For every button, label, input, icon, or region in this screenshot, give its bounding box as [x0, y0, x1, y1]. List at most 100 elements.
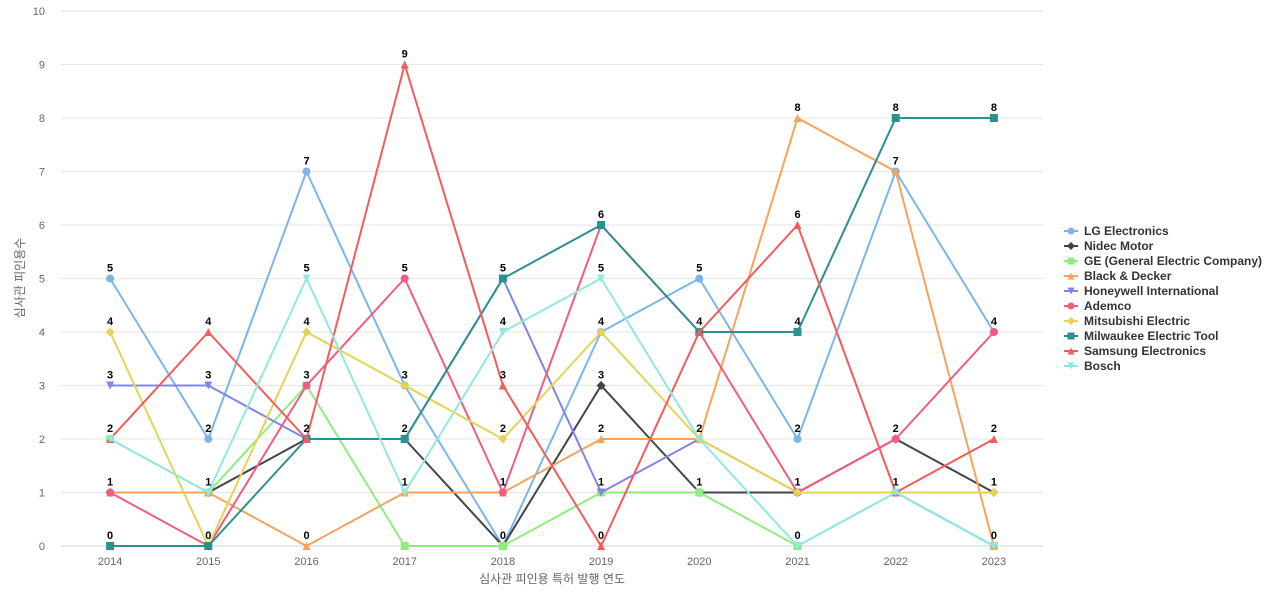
data-point[interactable] — [302, 274, 311, 283]
data-point[interactable] — [793, 114, 802, 122]
data-point[interactable] — [695, 488, 704, 497]
data-point[interactable] — [793, 328, 802, 336]
data-point[interactable] — [793, 435, 802, 443]
data-point[interactable] — [695, 274, 704, 283]
data-point[interactable] — [498, 328, 507, 336]
data-point[interactable] — [695, 328, 704, 336]
data-point[interactable] — [105, 327, 115, 337]
data-point[interactable] — [597, 435, 606, 443]
legend-marker — [1067, 302, 1075, 310]
legend-marker — [1067, 242, 1075, 250]
data-point[interactable] — [302, 327, 311, 337]
data-point[interactable] — [204, 328, 213, 336]
data-label: 3 — [205, 370, 211, 382]
legend-item[interactable]: Nidec Motor — [1064, 239, 1154, 253]
data-point[interactable] — [793, 542, 802, 550]
data-label: 8 — [794, 102, 800, 114]
data-point[interactable] — [400, 542, 409, 550]
data-point[interactable] — [204, 488, 213, 497]
data-point[interactable] — [989, 114, 998, 122]
data-point[interactable] — [498, 381, 507, 390]
data-point[interactable] — [498, 488, 507, 497]
data-point[interactable] — [891, 435, 900, 443]
data-label: 1 — [598, 477, 604, 489]
legend-item[interactable]: Ademco — [1064, 299, 1131, 313]
data-point[interactable] — [695, 435, 704, 443]
y-axis-ticks: 0 1 2 3 4 5 6 7 8 9 10 — [33, 6, 45, 553]
data-point[interactable] — [891, 114, 900, 122]
series-bosch[interactable] — [106, 274, 998, 551]
data-point[interactable] — [891, 488, 900, 497]
data-point[interactable] — [400, 381, 410, 390]
legend-marker — [1067, 332, 1075, 340]
data-point[interactable] — [106, 274, 115, 283]
y-tick-label: 9 — [39, 60, 45, 72]
data-label: 1 — [696, 477, 702, 489]
data-label: 2 — [500, 423, 506, 435]
data-point[interactable] — [989, 542, 998, 550]
data-point[interactable] — [498, 542, 507, 550]
data-point[interactable] — [498, 434, 508, 444]
legend-label: GE (General Electric Company) — [1084, 254, 1262, 268]
data-point[interactable] — [106, 488, 115, 497]
data-point[interactable] — [596, 327, 606, 337]
data-point[interactable] — [498, 274, 507, 283]
data-label: 3 — [303, 370, 309, 382]
data-label: 5 — [107, 263, 113, 275]
series-milwaukee-electric-tool[interactable] — [106, 114, 998, 550]
data-point[interactable] — [891, 167, 900, 176]
series-line — [109, 277, 995, 547]
data-point[interactable] — [204, 435, 213, 443]
data-point[interactable] — [106, 542, 115, 550]
data-label: 5 — [598, 263, 604, 275]
data-point[interactable] — [596, 381, 606, 390]
legend-item[interactable]: Milwaukee Electric Tool — [1064, 329, 1218, 343]
data-point[interactable] — [989, 328, 998, 336]
data-point[interactable] — [400, 60, 409, 69]
legend-item[interactable]: Honeywell International — [1064, 284, 1219, 298]
data-point[interactable] — [989, 488, 999, 497]
data-point[interactable] — [302, 542, 311, 550]
y-tick-label: 2 — [39, 434, 45, 446]
legend-item[interactable]: Samsung Electronics — [1064, 344, 1206, 358]
series-line — [110, 277, 995, 547]
legend-marker — [1067, 272, 1075, 280]
data-label: 9 — [402, 49, 408, 61]
legend-item[interactable]: Bosch — [1064, 359, 1121, 373]
data-point[interactable] — [204, 542, 213, 550]
data-point[interactable] — [597, 488, 606, 497]
data-point[interactable] — [302, 381, 311, 390]
legend-item[interactable]: GE (General Electric Company) — [1064, 254, 1262, 268]
data-point[interactable] — [597, 274, 606, 283]
data-point[interactable] — [302, 435, 311, 443]
data-label: 2 — [402, 423, 408, 435]
data-label: 2 — [991, 423, 997, 435]
data-point[interactable] — [597, 221, 606, 229]
x-tick-label: 2020 — [687, 556, 711, 568]
data-point[interactable] — [793, 221, 802, 229]
y-tick-label: 0 — [39, 541, 45, 553]
data-point[interactable] — [204, 381, 213, 390]
data-label: 1 — [500, 477, 506, 489]
data-label: 3 — [107, 370, 113, 382]
y-tick-label: 3 — [39, 381, 45, 393]
data-label: 1 — [794, 477, 800, 489]
data-point[interactable] — [400, 435, 409, 443]
legend-item[interactable]: Mitsubishi Electric — [1064, 314, 1190, 328]
data-point[interactable] — [302, 167, 311, 176]
data-label: 1 — [991, 477, 997, 489]
data-point[interactable] — [400, 274, 409, 283]
x-tick-label: 2019 — [589, 556, 613, 568]
data-point[interactable] — [400, 488, 409, 497]
data-point[interactable] — [106, 435, 115, 443]
x-tick-label: 2014 — [98, 556, 122, 568]
data-point[interactable] — [597, 542, 606, 550]
data-point[interactable] — [989, 435, 998, 443]
data-point[interactable] — [106, 381, 115, 390]
legend-item[interactable]: Black & Decker — [1064, 269, 1172, 283]
data-point[interactable] — [793, 488, 802, 497]
legend-item[interactable]: LG Electronics — [1064, 224, 1169, 238]
legend-marker — [1067, 347, 1075, 355]
legend-label: Bosch — [1084, 359, 1121, 373]
